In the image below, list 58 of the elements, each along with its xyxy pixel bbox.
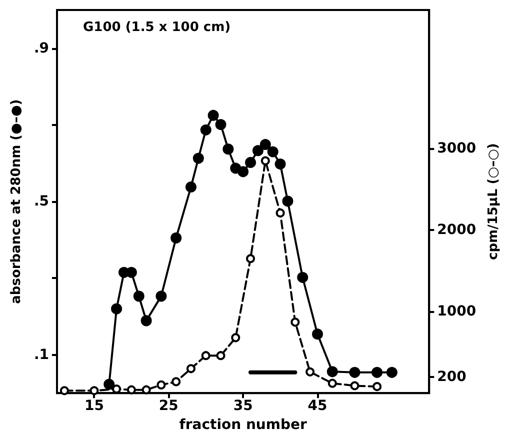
- point: [208, 110, 219, 121]
- y2-axis-title: cpm/15µL (○–○): [486, 143, 501, 260]
- point: [133, 290, 144, 302]
- point: [111, 303, 122, 314]
- point: [192, 152, 204, 164]
- x-tick-label: 35: [233, 398, 253, 414]
- y2-tick-label: 1000: [437, 304, 476, 320]
- point: [372, 382, 382, 392]
- point: [90, 386, 99, 396]
- point: [126, 385, 136, 394]
- point: [252, 145, 264, 156]
- point: [260, 138, 271, 150]
- point: [140, 315, 152, 326]
- y-axis-title: absorbance at 280nm (●–●): [9, 99, 24, 304]
- y-tick-label: .5: [34, 194, 49, 210]
- point: [222, 144, 234, 155]
- point: [372, 366, 383, 378]
- point: [267, 146, 278, 158]
- point: [349, 366, 360, 378]
- point: [142, 385, 151, 394]
- point: [276, 208, 285, 218]
- point: [246, 254, 256, 264]
- point: [231, 333, 240, 342]
- point: [170, 232, 182, 244]
- y2-tick-label: 3000: [437, 140, 476, 157]
- point: [326, 366, 338, 378]
- y2-tick-label: 200: [437, 368, 467, 385]
- point: [215, 119, 226, 130]
- point: [216, 351, 226, 360]
- y-tick-label: .9: [34, 40, 49, 56]
- point: [186, 364, 196, 374]
- y2-tick-label: 2000: [437, 222, 476, 238]
- x-tick-label: 15: [84, 398, 104, 414]
- point: [200, 124, 212, 136]
- x-axis-title: fraction number: [179, 417, 307, 433]
- point: [156, 380, 166, 390]
- point: [386, 366, 398, 378]
- x-tick-label: 25: [158, 398, 178, 414]
- point: [104, 378, 115, 390]
- point: [185, 181, 196, 192]
- point: [282, 196, 294, 207]
- point: [238, 166, 249, 178]
- point: [156, 290, 167, 302]
- point: [172, 377, 181, 386]
- y-tick-label: .1: [34, 346, 49, 363]
- point: [297, 272, 308, 283]
- point: [350, 381, 360, 390]
- point: [328, 378, 337, 388]
- point: [312, 328, 323, 340]
- point: [274, 158, 286, 170]
- point: [306, 367, 315, 376]
- point: [201, 351, 210, 360]
- point: [290, 318, 300, 327]
- point: [245, 156, 256, 168]
- point: [260, 156, 270, 166]
- x-tick-label: 45: [308, 398, 328, 414]
- text: G100 (1.5 x 100 cm): [83, 20, 231, 35]
- point: [60, 386, 69, 396]
